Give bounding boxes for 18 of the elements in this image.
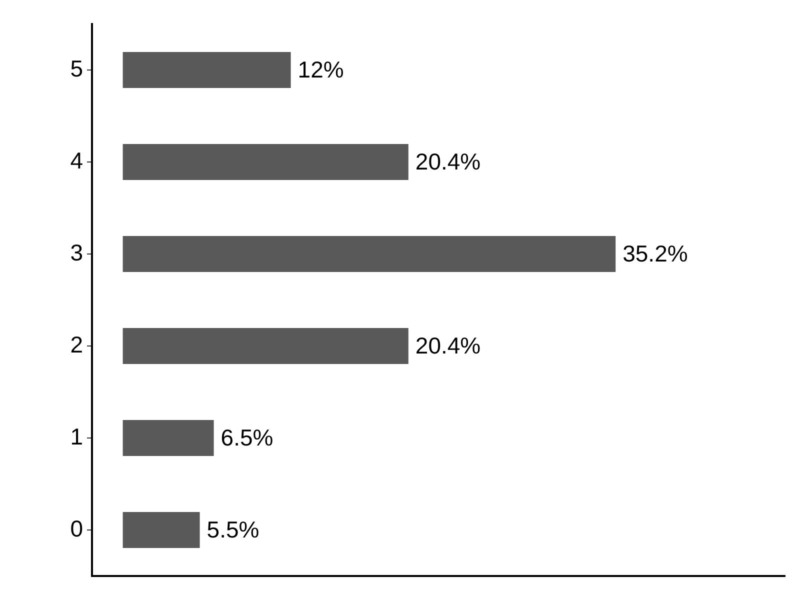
y-tick-label: 0 [70, 515, 83, 542]
bar [122, 236, 616, 272]
data-label: 20.4% [415, 148, 481, 174]
data-label: 12% [298, 56, 344, 82]
y-tick-label: 2 [70, 331, 83, 358]
data-label: 5.5% [206, 516, 260, 542]
y-tick-label: 3 [70, 239, 83, 266]
bar [122, 512, 200, 548]
bar [122, 144, 408, 180]
data-label: 6.5% [220, 424, 274, 450]
y-tick-label: 4 [70, 147, 84, 174]
y-tick-label: 5 [70, 55, 83, 82]
data-label: 20.4% [415, 332, 481, 358]
bar [122, 328, 408, 364]
data-label: 35.2% [622, 240, 688, 266]
bar [122, 52, 291, 88]
y-tick-label: 1 [70, 423, 83, 450]
bar [122, 420, 214, 456]
